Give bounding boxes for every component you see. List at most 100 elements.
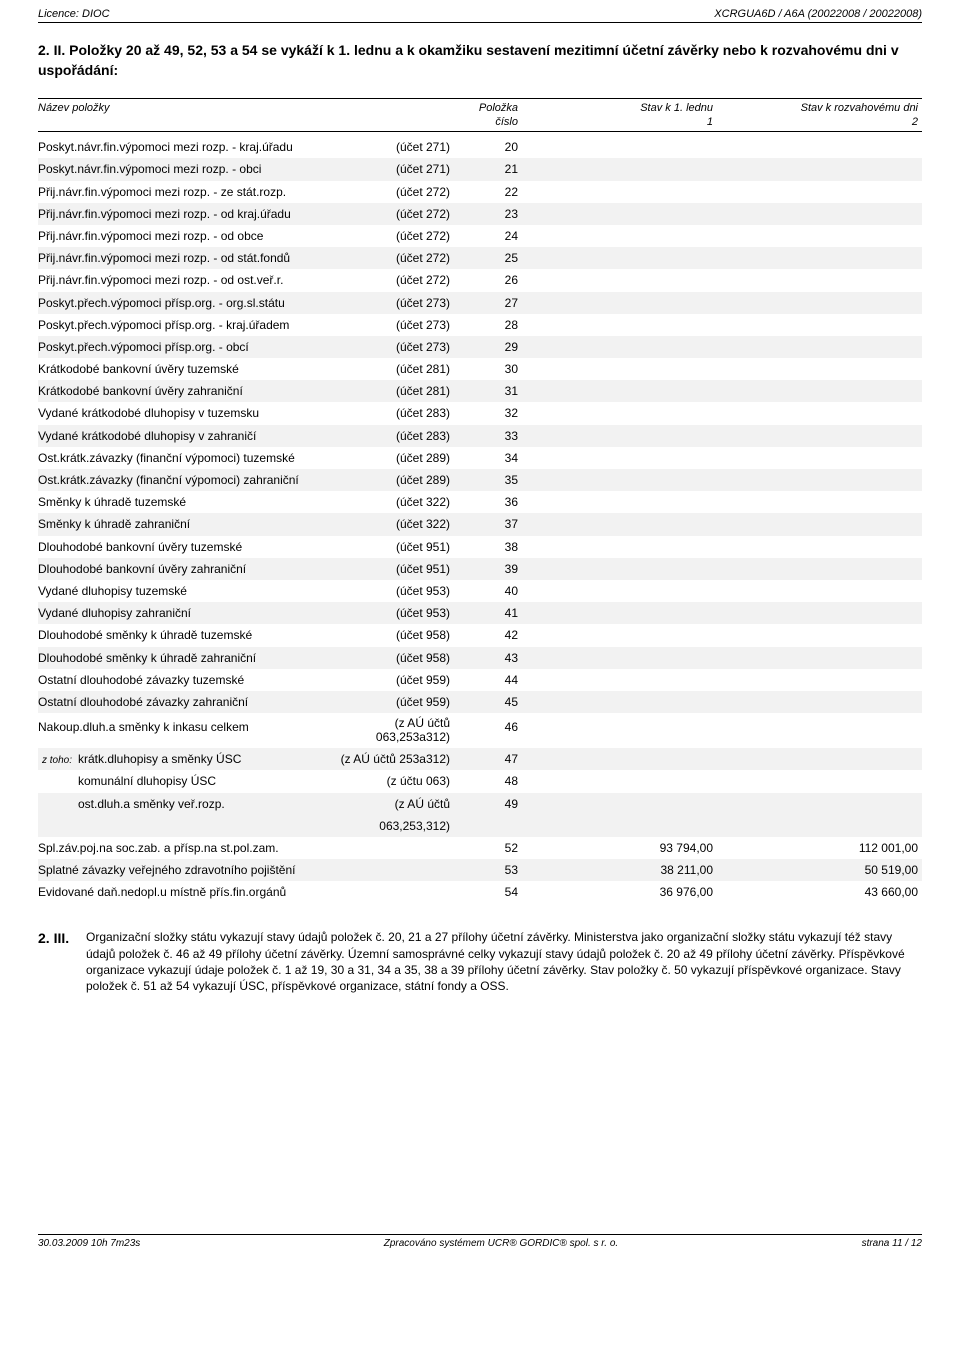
row-num: 54: [458, 881, 518, 903]
row-value-1: [518, 580, 713, 602]
row-note: (účet 959): [328, 669, 458, 691]
row-note: (účet 951): [328, 558, 458, 580]
row-value-2: [713, 770, 918, 792]
row-value-1: [518, 136, 713, 158]
row-num: 47: [458, 748, 518, 771]
row-num: 49: [458, 793, 518, 837]
row-name: Dlouhodobé bankovní úvěry tuzemské: [38, 536, 328, 558]
table-row: Vydané krátkodobé dluhopisy v zahraničí(…: [38, 425, 922, 447]
footer-timestamp: 30.03.2009 10h 7m23s: [38, 1238, 140, 1249]
row-name: Vydané dluhopisy tuzemské: [38, 580, 328, 602]
row-note: (účet 951): [328, 536, 458, 558]
row-num: 26: [458, 269, 518, 291]
row-note: (účet 289): [328, 469, 458, 491]
table-row: Poskyt.přech.výpomoci přísp.org. - kraj.…: [38, 314, 922, 336]
row-num: 34: [458, 447, 518, 469]
table-row: Splatné závazky veřejného zdravotního po…: [38, 859, 922, 881]
row-value-1: [518, 748, 713, 771]
row-num: 24: [458, 225, 518, 247]
row-value-2: [713, 624, 918, 646]
row-note: (účet 283): [328, 425, 458, 447]
row-num: 40: [458, 580, 518, 602]
row-note: (z účtu 063): [328, 770, 458, 792]
row-note: [328, 881, 458, 903]
row-name: Ost.krátk.závazky (finanční výpomoci) tu…: [38, 447, 328, 469]
table-row: Přij.návr.fin.výpomoci mezi rozp. - ze s…: [38, 181, 922, 203]
row-num: 29: [458, 336, 518, 358]
table-row: Poskyt.návr.fin.výpomoci mezi rozp. - ob…: [38, 158, 922, 180]
col-empty: [328, 102, 458, 114]
section-title: 2. II. Položky 20 až 49, 52, 53 a 54 se …: [38, 41, 922, 80]
row-num: 37: [458, 513, 518, 535]
row-value-2: [713, 580, 918, 602]
row-value-2: [713, 647, 918, 669]
col-stav1-header: Stav k 1. lednu: [518, 102, 713, 114]
table-row: Přij.návr.fin.výpomoci mezi rozp. - od s…: [38, 247, 922, 269]
row-value-2: [713, 181, 918, 203]
row-note: (účet 272): [328, 269, 458, 291]
row-value-1: [518, 647, 713, 669]
row-value-1: [518, 491, 713, 513]
row-value-1: [518, 691, 713, 713]
doc-code: XCRGUA6D / A6A (20022008 / 20022008): [714, 8, 922, 20]
row-value-1: [518, 558, 713, 580]
row-value-2: [713, 793, 918, 837]
row-name: Přij.návr.fin.výpomoci mezi rozp. - od s…: [38, 247, 328, 269]
row-value-2: [713, 748, 918, 771]
table-row: Ostatní dlouhodobé závazky tuzemské(účet…: [38, 669, 922, 691]
row-name: Přij.návr.fin.výpomoci mezi rozp. - od k…: [38, 203, 328, 225]
page-header: Licence: DIOC XCRGUA6D / A6A (20022008 /…: [38, 8, 922, 23]
row-note: (účet 281): [328, 380, 458, 402]
row-value-1: [518, 602, 713, 624]
row-value-1: [518, 181, 713, 203]
row-note: (účet 273): [328, 336, 458, 358]
row-name: Poskyt.návr.fin.výpomoci mezi rozp. - ob…: [38, 158, 328, 180]
row-note: (účet 322): [328, 513, 458, 535]
table-row: Ost.krátk.závazky (finanční výpomoci) za…: [38, 469, 922, 491]
col-stav2-num: 2: [713, 116, 918, 128]
row-num: 30: [458, 358, 518, 380]
row-note: (účet 273): [328, 292, 458, 314]
row-value-2: [713, 158, 918, 180]
row-name: Spl.záv.poj.na soc.zab. a přísp.na st.po…: [38, 837, 328, 859]
row-note: (účet 271): [328, 136, 458, 158]
row-num: 27: [458, 292, 518, 314]
row-num: 43: [458, 647, 518, 669]
row-note: (z AÚ účtů 063,253a312): [328, 716, 458, 745]
table-body: Poskyt.návr.fin.výpomoci mezi rozp. - kr…: [38, 136, 922, 903]
row-value-2: [713, 225, 918, 247]
row-note: (účet 272): [328, 181, 458, 203]
row-value-1: [518, 425, 713, 447]
row-name: Vydané dluhopisy zahraniční: [38, 602, 328, 624]
table-row: Směnky k úhradě zahraniční(účet 322)37: [38, 513, 922, 535]
row-num: 42: [458, 624, 518, 646]
row-value-2: [713, 380, 918, 402]
row-name: komunální dluhopisy ÚSC: [38, 770, 328, 792]
table-row: Krátkodobé bankovní úvěry tuzemské(účet …: [38, 358, 922, 380]
row-value-2: [713, 536, 918, 558]
row-name: Krátkodobé bankovní úvěry tuzemské: [38, 358, 328, 380]
z-toho-label: z toho:: [42, 752, 78, 771]
row-value-1: [518, 380, 713, 402]
row-num: 33: [458, 425, 518, 447]
table-row: Poskyt.návr.fin.výpomoci mezi rozp. - kr…: [38, 136, 922, 158]
row-note: (účet 953): [328, 580, 458, 602]
row-name: Ostatní dlouhodobé závazky zahraniční: [38, 691, 328, 713]
row-num: 21: [458, 158, 518, 180]
row-value-2: [713, 558, 918, 580]
row-value-1: [518, 624, 713, 646]
col-cislo-header: číslo: [458, 116, 518, 128]
row-value-2: [713, 669, 918, 691]
table-row: Vydané dluhopisy zahraniční(účet 953)41: [38, 602, 922, 624]
row-value-2: [713, 269, 918, 291]
row-name: Splatné závazky veřejného zdravotního po…: [38, 859, 328, 881]
row-num: 28: [458, 314, 518, 336]
row-note: (účet 281): [328, 358, 458, 380]
table-row: Poskyt.přech.výpomoci přísp.org. - obcí(…: [38, 336, 922, 358]
row-value-2: [713, 425, 918, 447]
row-note: (účet 283): [328, 402, 458, 424]
row-value-1: [518, 536, 713, 558]
row-value-1: 93 794,00: [518, 837, 713, 859]
row-num: 48: [458, 770, 518, 792]
table-row: Krátkodobé bankovní úvěry zahraniční(úče…: [38, 380, 922, 402]
